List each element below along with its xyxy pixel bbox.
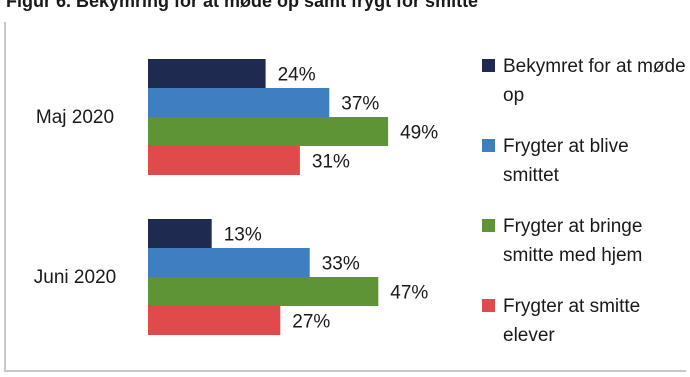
value-label-s3-maj-2020: 49% (400, 123, 438, 144)
bar-s2-juni-2020 (148, 248, 310, 277)
value-label-s1-maj-2020: 24% (278, 65, 316, 86)
value-label-s1-juni-2020: 13% (224, 225, 262, 246)
legend-swatch-s3 (482, 219, 495, 232)
legend-swatch-s4 (482, 299, 495, 312)
value-label-s4-maj-2020: 31% (312, 152, 350, 173)
chart-title: Figur 6. Bekymring for at møde op samt f… (6, 0, 479, 11)
bar-s1-juni-2020 (148, 219, 212, 248)
bar-s2-maj-2020 (148, 88, 330, 117)
category-label-maj-2020: Maj 2020 (36, 107, 114, 128)
legend-swatch-s2 (482, 139, 495, 152)
legend-swatch-s1 (482, 59, 495, 72)
legend-label-s3: Frygter at bringe smitte med hjem (503, 216, 642, 266)
value-label-s2-maj-2020: 37% (341, 94, 379, 115)
bar-s1-maj-2020 (148, 59, 266, 88)
category-label-juni-2020: Juni 2020 (34, 267, 116, 288)
legend-label-s1: Bekymret for at møde op (503, 56, 686, 106)
bar-s3-juni-2020 (148, 277, 379, 306)
value-label-s4-juni-2020: 27% (292, 312, 330, 333)
legend-label-s2: Frygter at blive smittet (503, 136, 629, 186)
legend-label-s4: Frygter at smitte elever (503, 296, 640, 346)
chart-frame (4, 22, 686, 372)
value-label-s3-juni-2020: 47% (390, 283, 428, 304)
bar-s4-maj-2020 (148, 146, 300, 175)
value-label-s2-juni-2020: 33% (322, 254, 360, 275)
bar-s3-maj-2020 (148, 117, 389, 146)
bar-s4-juni-2020 (148, 306, 281, 335)
